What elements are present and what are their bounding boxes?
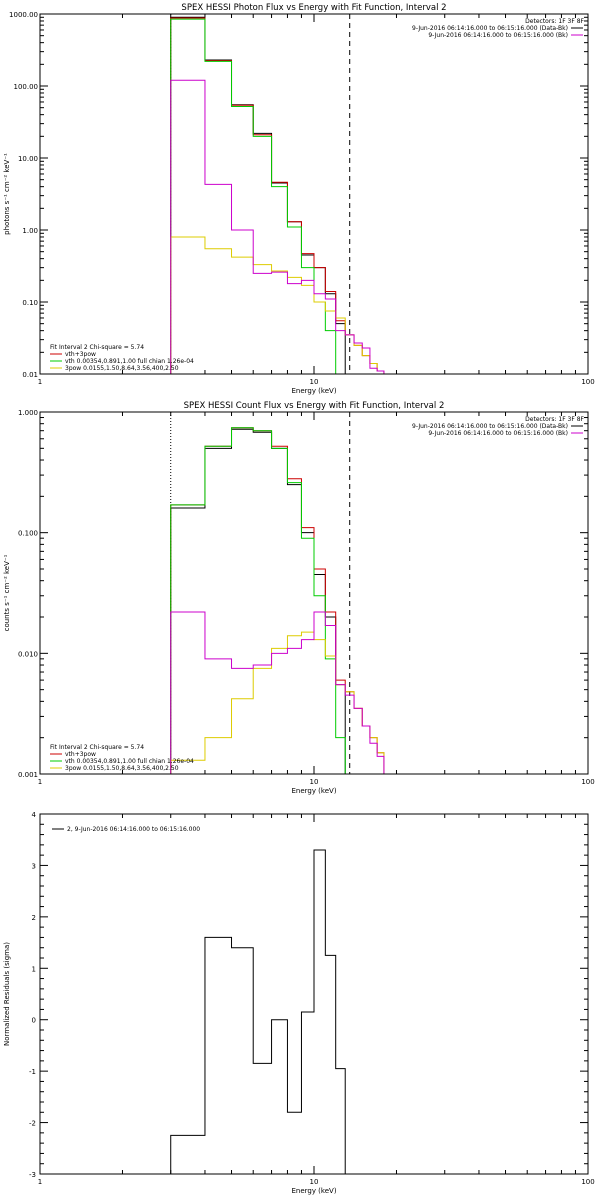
x-axis-ticks: 1 10 100 (38, 814, 595, 1186)
series-bk-line (170, 611, 385, 774)
x-axis-ticks: 1 10 100 (38, 14, 595, 386)
y-tick-label: 100.00 (14, 83, 39, 91)
x-axis-label: Energy (keV) (291, 787, 336, 795)
y-tick-label: 2 (32, 914, 36, 922)
legend-entry: vth 0.00354,0.891,1.00 full chian 1.26e-… (65, 358, 194, 365)
y-tick-label: -1 (29, 1068, 36, 1076)
series-vth-3pow-line (170, 427, 385, 774)
x-tick-label: 100 (581, 378, 594, 386)
plot-area (170, 14, 385, 374)
legend-entry: Fit Interval 2 Chi-square = 5.74 (50, 744, 144, 751)
series-vth-line (170, 427, 346, 774)
legend-entry: vth+3pow (65, 751, 96, 758)
x-axis-label: Energy (keV) (291, 387, 336, 395)
legend-entry: 9-Jun-2016 06:14:16.000 to 06:15:16.000 … (428, 32, 568, 39)
y-tick-label: -2 (29, 1120, 36, 1128)
series-vth-line (170, 18, 346, 374)
plot-area (170, 849, 346, 1174)
panel-2: SPEX HESSI Count Flux vs Energy with Fit… (3, 401, 595, 795)
y-axis-ticks: -3 -2 -1 0 1 2 3 4 (29, 811, 588, 1179)
legend-top-left: 2, 9-Jun-2016 06:14:16.000 to 06:15:16.0… (52, 826, 200, 833)
series-2-9-jun-2016-06-14-16-000-to-06-15-16-000-line (170, 849, 346, 1174)
chart-title: SPEX HESSI Photon Flux vs Energy with Fi… (181, 3, 446, 13)
series-vth-3pow-line (170, 17, 385, 374)
y-tick-label: 4 (32, 811, 37, 819)
y-tick-label: 0.010 (18, 650, 38, 658)
panel-1: SPEX HESSI Photon Flux vs Energy with Fi… (3, 3, 595, 395)
y-axis-ticks: 0.01 0.10 1.00 10.00 100.00 1000.00 (9, 11, 588, 379)
y-tick-label: 1 (32, 965, 36, 973)
x-tick-label: 1 (38, 378, 42, 386)
legend-entry: 3pow 0.0155,1.50,8.64,3.56,400,2.50 (65, 765, 179, 772)
x-axis-label: Energy (keV) (291, 1187, 336, 1195)
legend-top-right: Detectors: 1F 3F 8F9-Jun-2016 06:14:16.0… (412, 18, 584, 39)
y-tick-label: 1.000 (18, 409, 38, 417)
y-tick-label: 1000.00 (9, 11, 38, 19)
plot-frame (39, 411, 589, 775)
legend-entry: Fit Interval 2 Chi-square = 5.74 (50, 344, 144, 351)
y-tick-label: 0.10 (22, 299, 38, 307)
series-bk-line (170, 79, 385, 374)
y-tick-label: -3 (29, 1171, 36, 1179)
legend-entry: 9-Jun-2016 06:14:16.000 to 06:15:16.000 … (412, 423, 568, 430)
y-axis-ticks: 0.001 0.010 0.100 1.000 (18, 409, 588, 779)
x-tick-label: 10 (310, 1178, 319, 1186)
y-axis-label: photons s⁻¹ cm⁻² keV⁻¹ (3, 153, 11, 235)
plot-frame (39, 13, 589, 375)
legend-entry: 9-Jun-2016 06:14:16.000 to 06:15:16.000 … (412, 25, 568, 32)
legend-entry: vth 0.00354,0.891,1.00 full chian 1.26e-… (65, 758, 194, 765)
legend-entry: 9-Jun-2016 06:14:16.000 to 06:15:16.000 … (428, 430, 568, 437)
series-data-bk-line (170, 16, 346, 374)
legend-entry: vth+3pow (65, 351, 96, 358)
y-axis-label: counts s⁻¹ cm⁻² keV⁻¹ (3, 554, 11, 631)
x-tick-label: 1 (38, 1178, 42, 1186)
y-tick-label: 0 (32, 1017, 36, 1025)
x-tick-label: 10 (310, 378, 319, 386)
y-tick-label: 0.001 (18, 771, 38, 779)
x-tick-label: 10 (310, 778, 319, 786)
series-data-bk-line (170, 428, 346, 774)
legend-entry: 3pow 0.0155,1.50,8.64,3.56,400,2.50 (65, 365, 179, 372)
y-tick-label: 0.01 (22, 371, 38, 379)
series-3pow-line (170, 236, 385, 374)
legend-entry: Detectors: 1F 3F 8F (525, 18, 584, 25)
legend-entry: 2, 9-Jun-2016 06:14:16.000 to 06:15:16.0… (67, 826, 200, 833)
y-tick-label: 3 (32, 862, 36, 870)
y-axis-label: Normalized Residuals (sigma) (3, 942, 11, 1046)
y-tick-label: 0.100 (18, 530, 38, 538)
chart-title: SPEX HESSI Count Flux vs Energy with Fit… (184, 401, 445, 411)
x-axis-ticks: 1 10 100 (38, 412, 595, 786)
x-tick-label: 100 (581, 1178, 594, 1186)
legend-bottom-left: Fit Interval 2 Chi-square = 5.74vth+3pow… (50, 744, 194, 772)
y-tick-label: 1.00 (22, 227, 38, 235)
x-tick-label: 1 (38, 778, 42, 786)
x-tick-label: 100 (581, 778, 594, 786)
panel-3: 1 10 100 -3 -2 -1 0 1 2 3 4 Energy (keV) Normalized … (3, 811, 595, 1195)
legend-top-right: Detectors: 1F 3F 8F9-Jun-2016 06:14:16.0… (412, 416, 584, 437)
legend-bottom-left: Fit Interval 2 Chi-square = 5.74vth+3pow… (50, 344, 194, 372)
plot-frame (39, 813, 589, 1175)
legend-entry: Detectors: 1F 3F 8F (525, 416, 584, 423)
y-tick-label: 10.00 (18, 155, 38, 163)
plot-area (170, 412, 385, 774)
